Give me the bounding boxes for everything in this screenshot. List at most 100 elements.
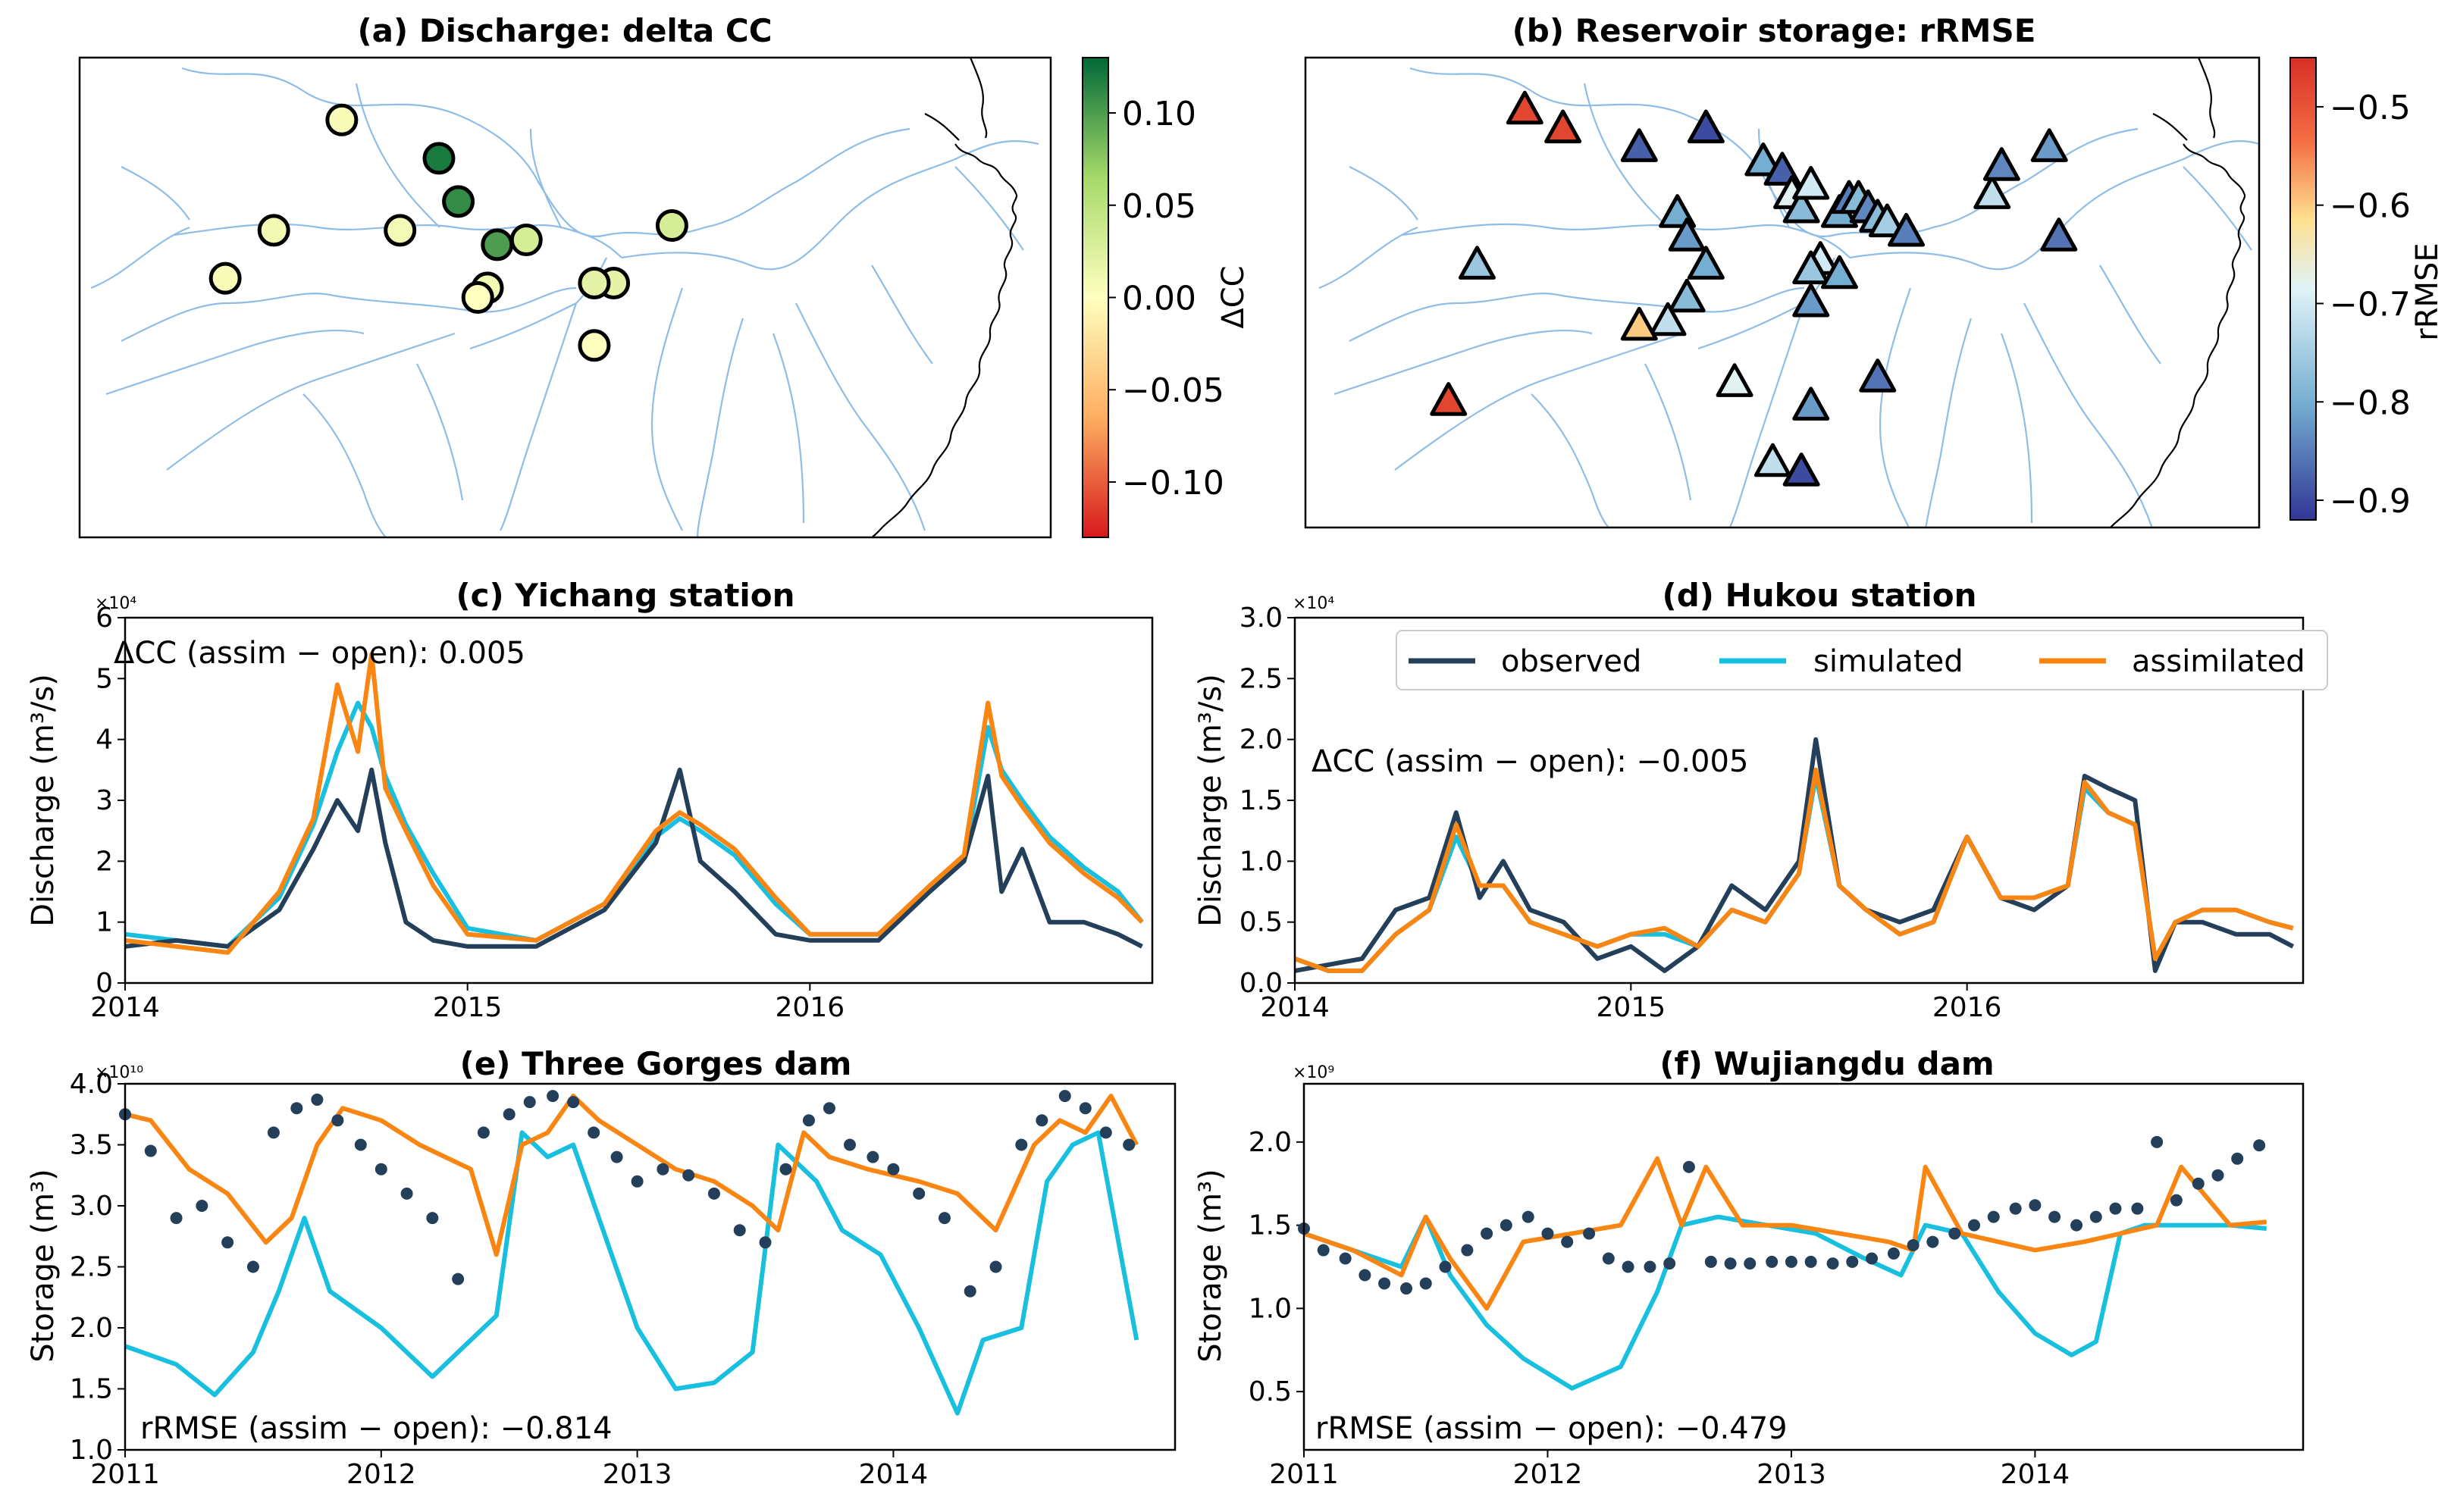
- series-assimilated-line: [1293, 767, 2294, 973]
- panel-c-ylabel: Discharge (m³/s): [26, 674, 61, 927]
- point-observed: [887, 1163, 900, 1175]
- reservoir-marker-r24: [2040, 218, 2078, 252]
- point-observed: [196, 1200, 208, 1212]
- colorbar-tick-label: −0.5: [2330, 89, 2411, 127]
- colorbar-tick-label: 0.05: [1122, 187, 1196, 226]
- station-marker-s3: [208, 261, 242, 295]
- point-observed: [1987, 1210, 2000, 1223]
- reservoir-marker-r29: [1649, 302, 1687, 337]
- panel-a-colorbar-ticks: 0.10 0.05 0.00 −0.05 −0.10: [1108, 95, 1224, 502]
- x-tick-label: 2014: [2001, 1459, 2070, 1490]
- point-observed: [1522, 1210, 1534, 1223]
- y-tick-label: 1.5: [1249, 1210, 1292, 1241]
- point-observed: [1663, 1257, 1676, 1270]
- reservoir-marker-r19: [1820, 255, 1858, 290]
- reservoir-marker-r36: [1753, 443, 1791, 477]
- station-marker-s7: [481, 228, 514, 261]
- panel-b-colorbar-label: rRMSE: [2410, 243, 2445, 340]
- reservoir-marker-r35: [1859, 358, 1897, 393]
- point-observed: [1846, 1255, 1859, 1268]
- y-tick-label: 2.5: [70, 1252, 113, 1283]
- y-tick-label: 2.5: [1239, 663, 1283, 694]
- series-observed-line: [124, 767, 1143, 949]
- series-simulated-line: [124, 700, 1144, 949]
- point-observed: [1359, 1269, 1371, 1282]
- panel-e: (e) Three Gorges dam ×10¹⁰ 2011 2012 2013 2…: [26, 1045, 1177, 1490]
- panel-b-title: (b) Reservoir storage: rRMSE: [1512, 12, 2036, 49]
- legend: observed simulated assimilated: [1396, 630, 2328, 690]
- y-tick-label: 2: [96, 846, 113, 877]
- point-observed: [867, 1150, 879, 1163]
- point-observed: [1079, 1102, 1092, 1115]
- point-observed: [2089, 1210, 2102, 1223]
- reservoir-marker-r16: [1888, 212, 1926, 247]
- point-observed: [938, 1212, 951, 1225]
- series-assimilated-line: [124, 1094, 1139, 1257]
- reservoir-marker-r5: [1744, 142, 1782, 177]
- x-tick-label: 2016: [1932, 992, 2002, 1023]
- legend-box: [1396, 630, 2328, 690]
- point-observed: [400, 1187, 413, 1200]
- reservoir-marker-r31: [1458, 246, 1496, 280]
- colorbar-tick-label: 0.00: [1122, 280, 1196, 318]
- y-tick-label: 3.0: [1239, 603, 1283, 634]
- colorbar-tick-label: −0.9: [2330, 482, 2411, 521]
- panel-f-annotation: rRMSE (assim − open): −0.479: [1315, 1411, 1788, 1446]
- point-observed: [1541, 1227, 1554, 1240]
- reservoir-marker-r37: [1782, 452, 1820, 487]
- point-observed: [682, 1169, 695, 1182]
- point-observed: [311, 1093, 324, 1106]
- y-tick-label: 1.0: [1249, 1293, 1292, 1324]
- panel-c-title: (c) Yichang station: [456, 577, 794, 614]
- y-tick-label: 4: [96, 725, 113, 756]
- station-marker-s6: [442, 185, 475, 218]
- reservoir-marker-r3: [1620, 128, 1658, 162]
- point-observed: [1887, 1247, 1900, 1260]
- point-observed: [2192, 1177, 2205, 1190]
- x-tick-label: 2016: [776, 992, 845, 1023]
- y-tick-label: 0.5: [1239, 907, 1283, 938]
- point-observed: [1058, 1090, 1071, 1103]
- y-tick-label: 1: [96, 907, 113, 938]
- point-observed: [1766, 1255, 1779, 1268]
- panel-f-ylabel: Storage (m³): [1193, 1169, 1228, 1362]
- point-observed: [759, 1236, 772, 1249]
- y-tick-label: 6: [96, 603, 113, 634]
- panel-c-frame: [124, 616, 1154, 985]
- point-observed: [1400, 1282, 1413, 1295]
- point-observed: [1826, 1257, 1839, 1270]
- panel-c-annotation: ΔCC (assim − open): 0.005: [114, 636, 525, 671]
- point-observed: [1968, 1219, 1981, 1232]
- point-observed: [246, 1260, 259, 1273]
- reservoir-marker-r9: [1792, 165, 1830, 200]
- series-assimilated-line: [124, 652, 1144, 955]
- legend-label-simulated: simulated: [1813, 644, 1963, 679]
- panel-b-reservoirs: [1430, 90, 2078, 487]
- point-observed: [1866, 1252, 1879, 1265]
- point-observed: [2151, 1135, 2164, 1148]
- point-observed: [631, 1175, 644, 1188]
- panel-c-plot: 2014 2015 2016 0 1 2 3 4 5 6: [90, 603, 1144, 1023]
- panel-d: (d) Hukou station ×10⁴ 2014 2015 2016 0.0 0.…: [1193, 577, 2328, 1023]
- point-observed: [989, 1260, 1002, 1273]
- x-tick-label: 2014: [859, 1459, 929, 1490]
- point-observed: [2048, 1210, 2061, 1223]
- y-tick-label: 2.0: [1239, 725, 1283, 756]
- panel-f-title: (f) Wujiangdu dam: [1659, 1045, 1994, 1082]
- panel-a-rivers: [90, 58, 1039, 537]
- station-marker-s4: [384, 214, 417, 247]
- point-observed: [802, 1114, 815, 1127]
- reservoir-marker-r4: [1687, 109, 1725, 144]
- point-observed: [375, 1163, 387, 1175]
- point-observed: [1926, 1235, 1939, 1248]
- panel-f-frame: [1302, 1082, 2305, 1451]
- panel-a-colorbar-label: ΔCC: [1216, 265, 1251, 328]
- point-observed: [2231, 1152, 2244, 1165]
- point-observed: [1015, 1138, 1028, 1151]
- reservoir-marker-r34: [1792, 387, 1830, 421]
- point-observed: [1317, 1244, 1330, 1257]
- x-tick-label: 2015: [433, 992, 503, 1023]
- reservoir-marker-r26: [1668, 218, 1706, 252]
- x-tick-label: 2013: [1757, 1459, 1826, 1490]
- station-marker-s13: [578, 329, 611, 362]
